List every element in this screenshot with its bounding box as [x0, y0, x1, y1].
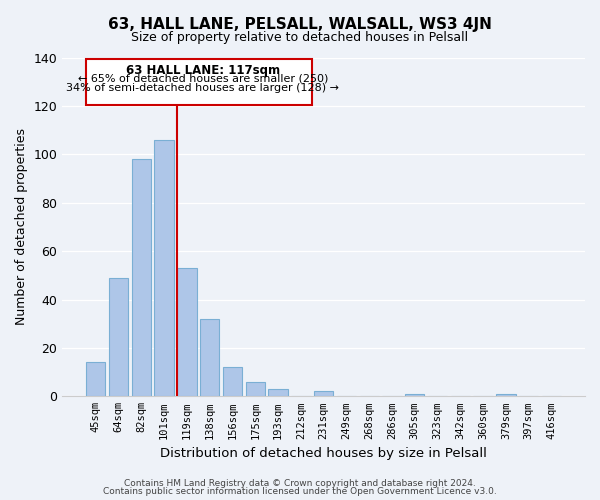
- Bar: [223, 368, 242, 396]
- Bar: [200, 319, 220, 396]
- Y-axis label: Number of detached properties: Number of detached properties: [15, 128, 28, 326]
- Text: Contains public sector information licensed under the Open Government Licence v3: Contains public sector information licen…: [103, 487, 497, 496]
- Bar: [268, 389, 288, 396]
- Bar: [405, 394, 424, 396]
- Bar: [314, 392, 334, 396]
- Bar: [496, 394, 515, 396]
- Bar: [177, 268, 197, 396]
- FancyBboxPatch shape: [86, 58, 312, 104]
- Bar: [245, 382, 265, 396]
- Text: Size of property relative to detached houses in Pelsall: Size of property relative to detached ho…: [131, 31, 469, 44]
- Bar: [131, 159, 151, 396]
- Text: 63, HALL LANE, PELSALL, WALSALL, WS3 4JN: 63, HALL LANE, PELSALL, WALSALL, WS3 4JN: [108, 18, 492, 32]
- X-axis label: Distribution of detached houses by size in Pelsall: Distribution of detached houses by size …: [160, 447, 487, 460]
- Bar: [154, 140, 174, 396]
- Bar: [86, 362, 106, 396]
- Text: 34% of semi-detached houses are larger (128) →: 34% of semi-detached houses are larger (…: [67, 83, 340, 93]
- Bar: [109, 278, 128, 396]
- Text: 63 HALL LANE: 117sqm: 63 HALL LANE: 117sqm: [126, 64, 280, 76]
- Text: Contains HM Land Registry data © Crown copyright and database right 2024.: Contains HM Land Registry data © Crown c…: [124, 479, 476, 488]
- Text: ← 65% of detached houses are smaller (250): ← 65% of detached houses are smaller (25…: [77, 73, 328, 83]
